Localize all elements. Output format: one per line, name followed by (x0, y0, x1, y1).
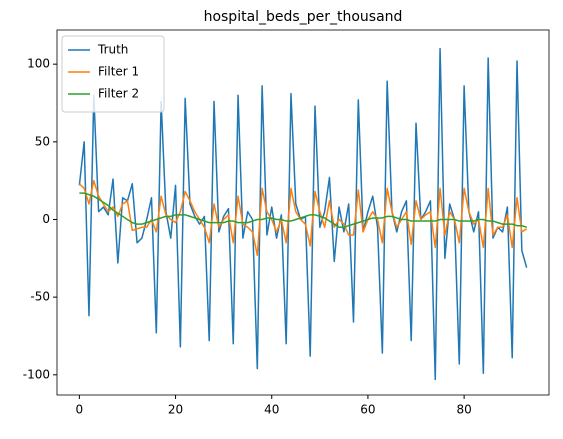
x-tick-label: 80 (456, 403, 471, 417)
series-line (79, 192, 527, 229)
legend-label: Truth (97, 43, 128, 57)
y-tick-label: -100 (23, 367, 50, 381)
x-tick-label: 60 (360, 403, 375, 417)
x-tick-label: 0 (76, 403, 84, 417)
chart-title: hospital_beds_per_thousand (204, 9, 403, 25)
series-line (78, 179, 528, 256)
legend-label: Filter 1 (98, 65, 139, 79)
x-tick-label: 20 (168, 403, 183, 417)
legend-box (61, 35, 165, 113)
x-tick-label: 40 (264, 403, 279, 417)
y-tick-label: -50 (30, 290, 50, 304)
y-tick-label: 100 (27, 57, 50, 71)
legend-label: Filter 2 (98, 87, 139, 101)
y-tick-label: 50 (35, 134, 50, 148)
y-tick-label: 0 (42, 212, 50, 226)
plot-frame (56, 29, 550, 396)
